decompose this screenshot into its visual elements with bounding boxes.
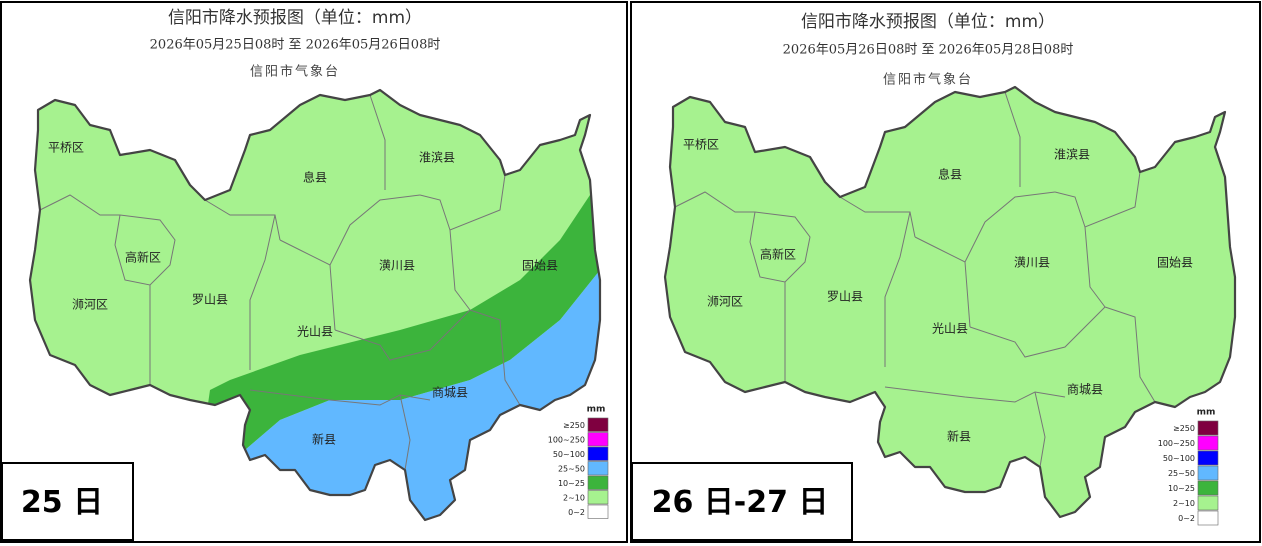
district-border <box>674 191 755 213</box>
day-box <box>631 462 853 541</box>
legend-label: 50~100 <box>553 450 585 459</box>
legend-label: 0~2 <box>1178 514 1195 523</box>
district-border <box>1084 226 1106 308</box>
district-border <box>1034 391 1046 468</box>
district-border <box>839 196 916 238</box>
district-border <box>964 261 971 328</box>
district-border <box>1104 306 1156 403</box>
district-label: 浉河区 <box>72 298 108 312</box>
legend-swatch <box>1197 510 1219 526</box>
district-label: 光山县 <box>297 325 333 339</box>
legend-swatch <box>587 417 609 432</box>
map-period: 2026年05月25日08时 至 2026年05月26日08时 <box>150 38 441 53</box>
legend-label: 100~250 <box>548 435 585 444</box>
district-label: 罗山县 <box>192 293 228 307</box>
district-label: 淮滨县 <box>419 150 455 165</box>
day-label: 26 日-27 日 <box>652 485 829 520</box>
legend-swatch <box>587 446 609 461</box>
map-agency: 信阳市气象台 <box>883 72 973 88</box>
district-border <box>114 214 176 286</box>
district-border <box>279 194 421 266</box>
district-label: 平桥区 <box>48 141 84 155</box>
district-label: 高新区 <box>125 250 161 265</box>
legend-swatch <box>1197 420 1219 436</box>
city-border <box>663 85 1237 519</box>
legend-label: 25~50 <box>1168 469 1195 478</box>
map-period: 2026年05月26日08时 至 2026年05月28日08时 <box>783 43 1074 58</box>
district-border <box>914 191 1056 263</box>
district-label: 商城县 <box>432 385 468 400</box>
legend-unit: mm <box>1197 408 1216 418</box>
zone-10-25 <box>200 150 600 460</box>
district-label: 新县 <box>312 432 336 447</box>
district-border <box>334 309 471 361</box>
district-label: 罗山县 <box>827 290 863 304</box>
district-label: 商城县 <box>1067 382 1103 397</box>
district-label: 固始县 <box>1157 256 1193 270</box>
district-label: 息县 <box>303 170 327 185</box>
legend-swatch <box>1197 480 1219 496</box>
city-border <box>28 88 602 522</box>
legend-label: 2~10 <box>1173 499 1195 508</box>
legend-swatch <box>587 475 609 490</box>
legend-label: ≥250 <box>1173 424 1195 433</box>
district-border <box>969 306 1106 358</box>
legend-swatch <box>1197 495 1219 511</box>
district-border <box>329 264 336 331</box>
district-border <box>204 199 281 241</box>
legend-swatch <box>1197 465 1219 481</box>
district-border <box>884 211 911 367</box>
map-title: 信阳市降水预报图（单位：mm） <box>801 12 1055 32</box>
legend-swatch <box>587 490 609 505</box>
district-border <box>249 389 431 406</box>
district-label: 潢川县 <box>1014 256 1050 270</box>
district-label: 浉河区 <box>707 295 743 309</box>
legend-label: ≥250 <box>563 421 585 430</box>
district-label: 新县 <box>947 429 971 444</box>
legend-label: 100~250 <box>1158 439 1195 448</box>
map-agency: 信阳市气象台 <box>250 64 340 80</box>
day-box <box>1 462 134 541</box>
legend-swatch <box>587 504 609 519</box>
legend-label: 10~25 <box>1168 484 1195 493</box>
region-fill <box>665 87 1235 517</box>
district-label: 淮滨县 <box>1054 147 1090 162</box>
district-border <box>399 394 411 471</box>
district-border <box>469 309 521 406</box>
day-label: 25 日 <box>21 485 103 520</box>
legend-swatch <box>587 432 609 447</box>
legend-label: 50~100 <box>1163 454 1195 463</box>
legend-swatch <box>1197 435 1219 451</box>
legend-swatch <box>587 461 609 476</box>
district-label: 光山县 <box>932 322 968 336</box>
district-border <box>449 229 471 311</box>
district-label: 息县 <box>938 167 962 182</box>
legend-label: 25~50 <box>558 464 585 473</box>
legend-swatch <box>1197 450 1219 466</box>
district-border <box>39 194 120 216</box>
district-border <box>884 386 1066 403</box>
legend-label: 10~25 <box>558 479 585 488</box>
legend-label: 0~2 <box>568 508 585 517</box>
legend-unit: mm <box>587 405 606 415</box>
district-border <box>369 94 386 190</box>
district-border <box>249 214 276 370</box>
district-label: 高新区 <box>760 247 796 262</box>
map-title: 信阳市降水预报图（单位：mm） <box>168 8 422 28</box>
legend-label: 2~10 <box>563 493 585 502</box>
district-label: 平桥区 <box>683 138 719 152</box>
district-border <box>749 211 811 283</box>
district-border <box>1004 91 1021 187</box>
district-label: 固始县 <box>522 259 558 273</box>
district-label: 潢川县 <box>379 259 415 273</box>
